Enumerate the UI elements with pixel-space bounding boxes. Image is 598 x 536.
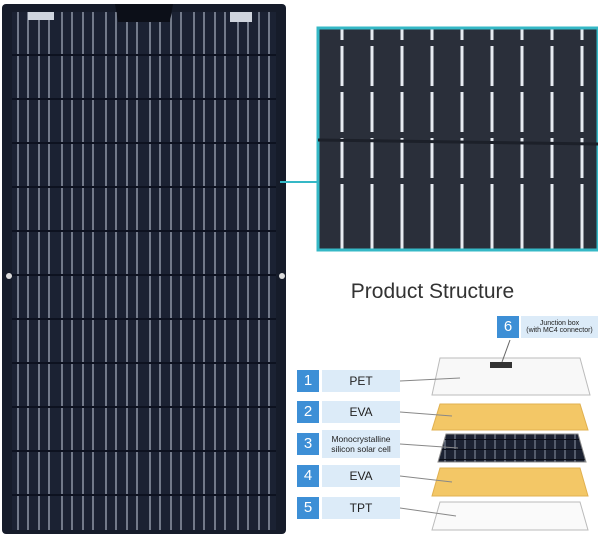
layer-label: Monocrystalline silicon solar cell — [322, 430, 400, 458]
layer-label: EVA — [322, 465, 400, 487]
junction-box — [490, 362, 512, 368]
grommet — [279, 273, 285, 279]
eva-layer — [432, 404, 588, 430]
layer-label: TPT — [322, 497, 400, 519]
sticker — [230, 12, 252, 22]
title: Product Structure — [330, 280, 535, 304]
layer-number: 1 — [297, 370, 319, 392]
zoom-view — [318, 28, 598, 250]
illustration — [0, 0, 598, 536]
handle — [115, 4, 173, 22]
page: Product Structure 1PET2EVA3Monocrystalli… — [0, 0, 598, 536]
layer-number: 3 — [297, 433, 319, 455]
layer-number: 2 — [297, 401, 319, 423]
layer-label: PET — [322, 370, 400, 392]
cells — [12, 12, 276, 530]
cell-layer — [438, 434, 586, 462]
layer-number: 5 — [297, 497, 319, 519]
sticker — [28, 12, 54, 20]
grommet — [6, 273, 12, 279]
junction-label: Junction box (with MC4 connector) — [521, 316, 598, 338]
eva-layer — [432, 468, 588, 496]
junction-number: 6 — [497, 316, 519, 338]
layer-label: EVA — [322, 401, 400, 423]
layer-number: 4 — [297, 465, 319, 487]
